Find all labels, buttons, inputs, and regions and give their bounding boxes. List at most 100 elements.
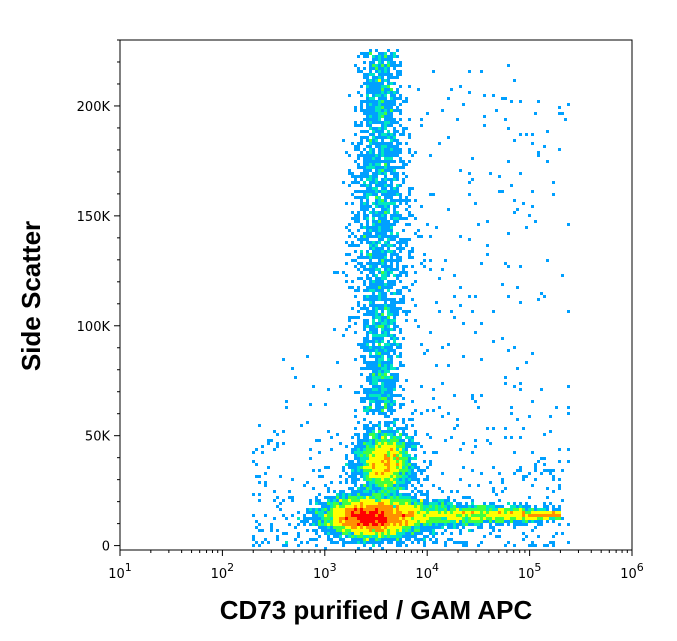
density-point — [369, 265, 372, 268]
density-point — [390, 484, 393, 487]
density-point — [363, 448, 366, 451]
density-point — [567, 412, 570, 415]
density-point — [435, 511, 438, 514]
density-point — [372, 298, 375, 301]
density-point — [354, 493, 357, 496]
density-point — [408, 250, 411, 253]
density-point — [351, 478, 354, 481]
density-point — [531, 517, 534, 520]
density-point — [381, 331, 384, 334]
density-point — [477, 223, 480, 226]
density-point — [363, 460, 366, 463]
density-point — [381, 271, 384, 274]
density-point — [354, 121, 357, 124]
density-point — [372, 142, 375, 145]
density-point — [429, 436, 432, 439]
density-point — [525, 505, 528, 508]
density-point — [369, 151, 372, 154]
density-point — [414, 499, 417, 502]
density-point — [528, 514, 531, 517]
density-point — [399, 451, 402, 454]
density-point — [366, 97, 369, 100]
density-point — [366, 250, 369, 253]
density-point — [354, 133, 357, 136]
density-point — [399, 274, 402, 277]
density-point — [360, 271, 363, 274]
density-point — [360, 346, 363, 349]
density-point — [381, 208, 384, 211]
density-point — [369, 121, 372, 124]
density-point — [567, 448, 570, 451]
density-point — [390, 115, 393, 118]
density-point — [366, 349, 369, 352]
density-point — [381, 535, 384, 538]
density-point — [381, 145, 384, 148]
density-point — [432, 511, 435, 514]
density-point — [441, 502, 444, 505]
density-point — [327, 508, 330, 511]
density-point — [384, 493, 387, 496]
density-point — [342, 271, 345, 274]
density-point — [375, 199, 378, 202]
density-point — [375, 55, 378, 58]
density-point — [423, 511, 426, 514]
density-point — [390, 97, 393, 100]
density-point — [363, 541, 366, 544]
density-point — [375, 280, 378, 283]
density-point — [402, 526, 405, 529]
density-point — [363, 313, 366, 316]
density-point — [318, 451, 321, 454]
density-point — [408, 469, 411, 472]
density-point — [366, 115, 369, 118]
density-point — [282, 358, 285, 361]
density-point — [363, 355, 366, 358]
density-point — [369, 100, 372, 103]
density-point — [369, 286, 372, 289]
density-point — [411, 502, 414, 505]
density-point — [390, 166, 393, 169]
density-point — [432, 523, 435, 526]
density-point — [513, 511, 516, 514]
density-point — [369, 241, 372, 244]
density-point — [393, 61, 396, 64]
density-point — [384, 85, 387, 88]
density-point — [522, 532, 525, 535]
density-point — [378, 148, 381, 151]
density-point — [414, 217, 417, 220]
density-point — [459, 517, 462, 520]
density-point — [552, 508, 555, 511]
density-point — [348, 235, 351, 238]
density-point — [375, 442, 378, 445]
density-point — [366, 274, 369, 277]
density-point — [450, 310, 453, 313]
density-point — [378, 121, 381, 124]
density-point — [393, 97, 396, 100]
density-point — [387, 112, 390, 115]
density-point — [390, 64, 393, 67]
density-point — [348, 466, 351, 469]
density-point — [393, 316, 396, 319]
density-point — [393, 325, 396, 328]
density-point — [453, 523, 456, 526]
density-point — [381, 373, 384, 376]
density-point — [345, 505, 348, 508]
density-point — [390, 298, 393, 301]
density-point — [372, 133, 375, 136]
density-point — [336, 508, 339, 511]
density-point — [363, 472, 366, 475]
density-point — [555, 532, 558, 535]
density-point — [513, 544, 516, 547]
density-point — [357, 175, 360, 178]
density-point — [507, 349, 510, 352]
density-point — [366, 451, 369, 454]
density-point — [378, 325, 381, 328]
density-point — [372, 235, 375, 238]
density-point — [483, 508, 486, 511]
density-point — [405, 499, 408, 502]
density-point — [387, 268, 390, 271]
density-point — [429, 502, 432, 505]
density-point — [366, 289, 369, 292]
density-point — [402, 487, 405, 490]
density-point — [390, 100, 393, 103]
density-point — [519, 502, 522, 505]
